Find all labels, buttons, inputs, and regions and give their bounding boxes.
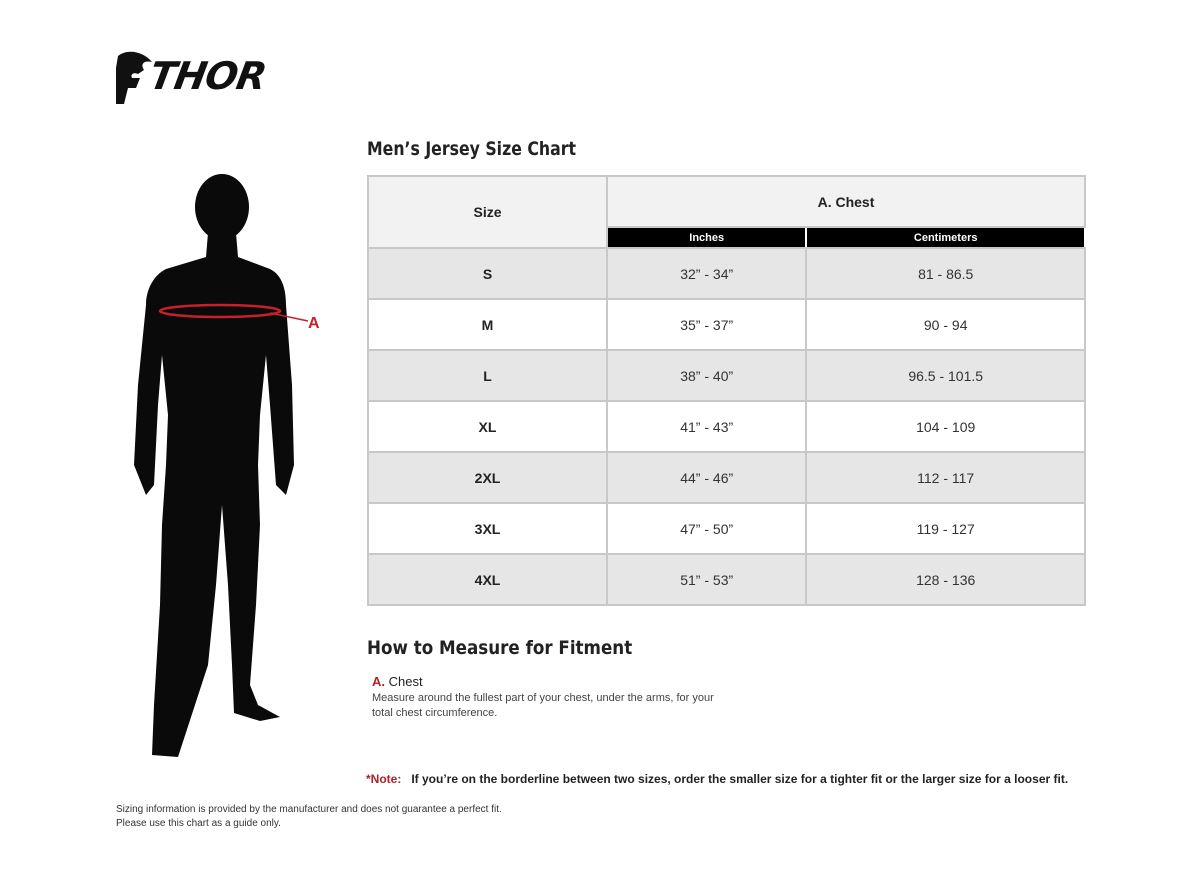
size-cell: L <box>367 349 608 402</box>
size-cell: XL <box>367 400 608 453</box>
inches-cell: 51” - 53” <box>605 553 808 606</box>
inches-cell: 41” - 43” <box>605 400 808 453</box>
size-header: Size <box>367 175 608 249</box>
table-row: 3XL 47” - 50” 119 - 127 <box>367 502 1086 555</box>
table-row: M 35” - 37” 90 - 94 <box>367 298 1086 351</box>
cm-cell: 112 - 117 <box>805 451 1086 504</box>
inches-cell: 44” - 46” <box>605 451 808 504</box>
size-cell: 2XL <box>367 451 608 504</box>
cm-cell: 119 - 127 <box>805 502 1086 555</box>
disclaimer-line: Sizing information is provided by the ma… <box>116 804 502 815</box>
disclaimer-line: Please use this chart as a guide only. <box>116 818 281 829</box>
chart-title: Men’s Jersey Size Chart <box>367 138 576 160</box>
cm-cell: 128 - 136 <box>805 553 1086 606</box>
size-table: Size A. Chest Inches Centimeters S 32” - … <box>367 175 1086 606</box>
inches-cell: 38” - 40” <box>605 349 808 402</box>
measure-desc-line: total chest circumference. <box>372 707 498 719</box>
measure-desc-line: Measure around the fullest part of your … <box>372 692 714 704</box>
table-row: S 32” - 34” 81 - 86.5 <box>367 247 1086 300</box>
sizing-note: *Note: If you’re on the borderline betwee… <box>366 772 1068 786</box>
cm-cell: 81 - 86.5 <box>805 247 1086 300</box>
note-text: If you’re on the borderline between two … <box>411 772 1069 786</box>
size-cell: M <box>367 298 608 351</box>
note-label: *Note: <box>366 772 402 786</box>
measure-item-name: Chest <box>388 674 423 689</box>
inches-cell: 32” - 34” <box>605 247 808 300</box>
thor-logo: THOR <box>114 48 289 108</box>
cm-cell: 90 - 94 <box>805 298 1086 351</box>
inches-cell: 47” - 50” <box>605 502 808 555</box>
table-row: L 38” - 40” 96.5 - 101.5 <box>367 349 1086 402</box>
chest-marker-label: A <box>308 315 320 332</box>
cm-cell: 104 - 109 <box>805 400 1086 453</box>
logo-text: THOR <box>146 54 270 98</box>
size-cell: 4XL <box>367 553 608 606</box>
size-cell: 3XL <box>367 502 608 555</box>
size-cell: S <box>367 247 608 300</box>
measure-title: How to Measure for Fitment <box>367 637 633 659</box>
body-silhouette: A <box>134 174 320 757</box>
centimeters-header: Centimeters <box>805 226 1086 249</box>
thor-helmet-icon <box>116 51 152 104</box>
inches-header: Inches <box>605 226 808 249</box>
cm-cell: 96.5 - 101.5 <box>805 349 1086 402</box>
measure-item-letter: A. <box>372 674 385 689</box>
disclaimer: Sizing information is provided by the ma… <box>116 803 502 831</box>
table-row: XL 41” - 43” 104 - 109 <box>367 400 1086 453</box>
inches-cell: 35” - 37” <box>605 298 808 351</box>
chest-header: A. Chest <box>606 175 1086 228</box>
table-row: 2XL 44” - 46” 112 - 117 <box>367 451 1086 504</box>
measure-item-title: A. Chest <box>372 674 423 689</box>
table-row: 4XL 51” - 53” 128 - 136 <box>367 553 1086 606</box>
measure-item-description: Measure around the fullest part of your … <box>372 691 732 721</box>
